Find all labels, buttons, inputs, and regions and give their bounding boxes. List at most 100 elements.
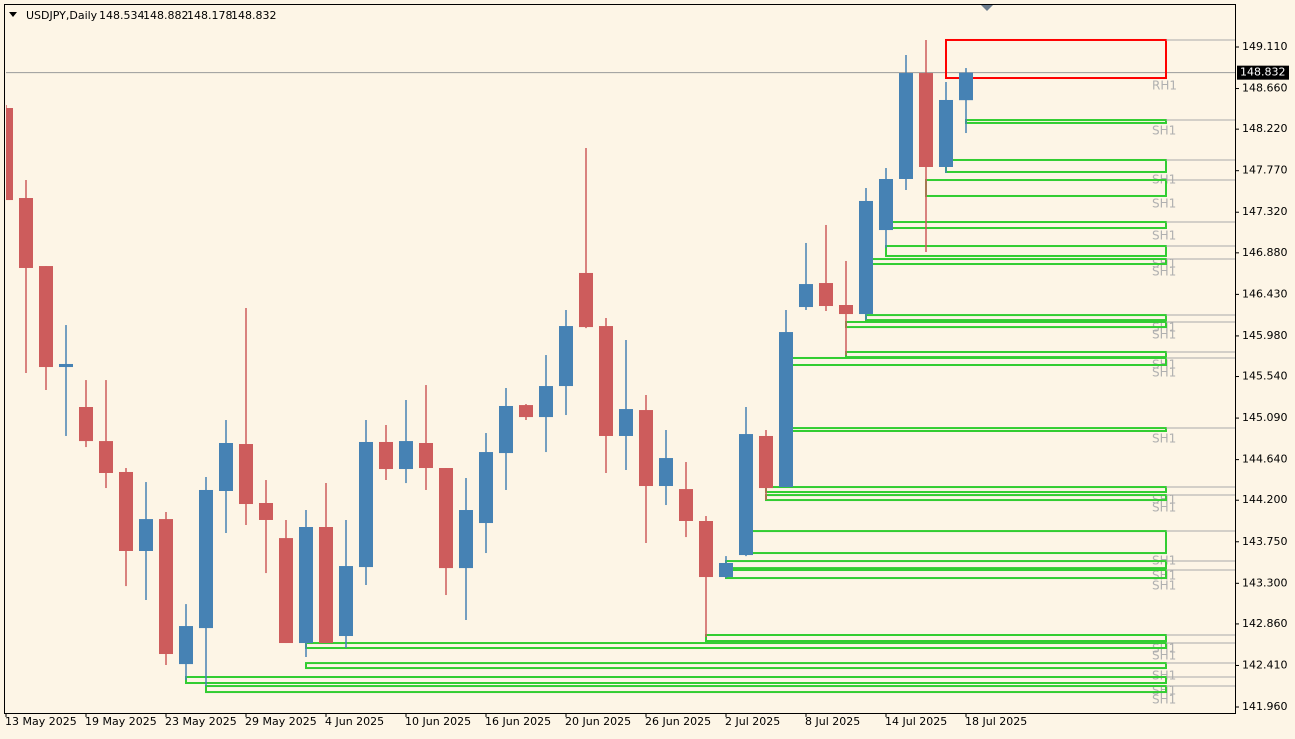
candle-body (199, 489, 213, 629)
candle-body (399, 441, 413, 470)
y-tick-label: 142.410 (1242, 658, 1288, 671)
candle-body (299, 527, 313, 644)
candle-body (659, 458, 673, 487)
candle-body (319, 527, 333, 644)
candle-body (259, 503, 273, 520)
ohlc-value: 148.832 (231, 9, 277, 22)
x-tick-label: 18 Jul 2025 (965, 715, 1027, 728)
candle-body (799, 284, 813, 308)
x-tick-label: 8 Jul 2025 (805, 715, 860, 728)
candle-body (519, 405, 533, 418)
candle-body (219, 443, 233, 491)
zone-label: SH1 (1152, 366, 1176, 380)
candle-body (99, 441, 113, 473)
plot-area: RH1SH1SH1SH1SH1SH1SH1SH1SH1SH1SH1SH1SH1S… (6, 38, 1235, 707)
candle-body (39, 266, 53, 368)
x-tick-label: 13 May 2025 (5, 715, 77, 728)
zone-label: SH1 (1152, 649, 1176, 663)
x-tick-label: 10 Jun 2025 (405, 715, 471, 728)
x-tick-label: 23 May 2025 (165, 715, 237, 728)
x-tick-label: 2 Jul 2025 (725, 715, 780, 728)
zone (885, 245, 1167, 257)
plot-frame (4, 4, 1236, 714)
ohlc-value: 148.882 (143, 9, 189, 22)
candle-body (939, 99, 953, 167)
candle-body (439, 468, 453, 569)
zone-label: RH1 (1152, 79, 1177, 93)
x-tick-label: 20 Jun 2025 (565, 715, 631, 728)
zone-label: SH1 (1152, 328, 1176, 342)
candle-body (19, 198, 33, 268)
zone (945, 38, 1167, 80)
candle-body (6, 108, 13, 201)
x-tick-label: 29 May 2025 (245, 715, 317, 728)
x-tick-label: 16 Jun 2025 (485, 715, 551, 728)
x-tick-label: 19 May 2025 (85, 715, 157, 728)
candle-body (919, 73, 933, 167)
x-tick-label: 4 Jun 2025 (325, 715, 384, 728)
candle-body (539, 386, 553, 418)
candle-body (79, 407, 93, 442)
y-tick-label: 145.980 (1242, 329, 1288, 342)
candle-body (739, 434, 753, 556)
x-tick-label: 26 Jun 2025 (645, 715, 711, 728)
candle-body (679, 489, 693, 521)
candle-body (139, 519, 153, 551)
candle-body (359, 441, 373, 568)
zone (705, 634, 1167, 642)
current-price-box (1237, 65, 1289, 80)
zone-label: SH1 (1152, 265, 1176, 279)
y-tick-label: 144.200 (1242, 493, 1288, 506)
candle-body (479, 452, 493, 524)
y-tick-label: 144.640 (1242, 453, 1288, 466)
y-tick-label: 143.750 (1242, 535, 1288, 548)
y-tick-label: 148.660 (1242, 82, 1288, 95)
zone-label: SH1 (1152, 432, 1176, 446)
candle-body (699, 521, 713, 578)
zone-label: SH1 (1152, 196, 1176, 210)
zone-label: SH1 (1152, 693, 1176, 707)
zone-label: SH1 (1152, 123, 1176, 137)
shift-marker (981, 5, 993, 11)
candle-body (499, 405, 513, 454)
y-tick-label: 147.320 (1242, 205, 1288, 218)
candle-body (819, 283, 833, 307)
candle-body (859, 200, 873, 315)
candle-body (179, 626, 193, 665)
y-tick-label: 148.220 (1242, 122, 1288, 135)
zone (205, 685, 1167, 694)
candle-body (879, 179, 893, 231)
y-tick-label: 145.540 (1242, 370, 1288, 383)
y-tick-label: 146.430 (1242, 287, 1288, 300)
zone-label: SH1 (1152, 501, 1176, 515)
y-tick-label: 142.860 (1242, 617, 1288, 630)
candle-body (159, 519, 173, 655)
candle-body (639, 410, 653, 487)
candle-body (379, 441, 393, 470)
current-price-label: 148.832 (1240, 66, 1286, 79)
candle-body (459, 510, 473, 569)
ohlc-value: 148.534 (99, 9, 145, 22)
candle-body (239, 444, 253, 505)
chart-title: USDJPY,Daily (26, 9, 98, 22)
y-tick-label: 146.880 (1242, 246, 1288, 259)
candle-body (119, 471, 133, 551)
y-tick-label: 145.090 (1242, 411, 1288, 424)
zone-label: SH1 (1152, 669, 1176, 683)
x-tick-label: 14 Jul 2025 (885, 715, 947, 728)
candle-body (959, 72, 973, 101)
candle-body (279, 538, 293, 644)
candle-body (419, 443, 433, 469)
y-tick-label: 141.960 (1242, 700, 1288, 713)
zone-label: SH1 (1152, 579, 1176, 593)
candle-body (599, 326, 613, 436)
y-tick-label: 149.110 (1242, 40, 1288, 53)
candle-body (839, 305, 853, 315)
menu-arrow[interactable] (9, 12, 17, 17)
y-tick-label: 143.300 (1242, 576, 1288, 589)
candle-body (579, 272, 593, 328)
candle-body (59, 363, 73, 368)
candle-body (899, 73, 913, 179)
